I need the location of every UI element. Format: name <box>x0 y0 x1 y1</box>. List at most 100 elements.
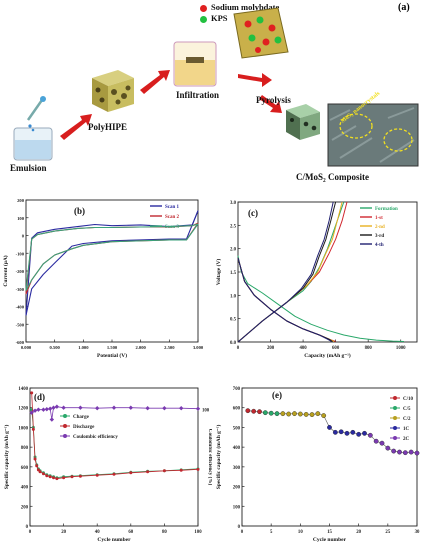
x-tick-label: 100 <box>194 530 202 535</box>
legend-marker <box>393 426 397 430</box>
y-tick-label: 300 <box>233 466 241 471</box>
data-point <box>111 405 117 410</box>
y-tick-label: 1000 <box>18 426 28 431</box>
y-tick-label: 0 <box>238 525 241 530</box>
data-point <box>251 408 257 414</box>
data-point <box>61 405 66 410</box>
x-tick-label: 10 <box>298 530 303 535</box>
charge-curve <box>237 201 345 343</box>
y-axis-label: Current (μA) <box>2 255 9 286</box>
y-tick-label: 1.5 <box>230 271 237 276</box>
chart-d-cycling: 0 20 40 60 80 1000200400600800100012001400Cyc… <box>3 387 212 543</box>
data-point <box>30 391 34 395</box>
x-axis-label: Capacity (mAh g⁻¹) <box>304 352 351 359</box>
y-tick-label: 100 <box>17 216 25 221</box>
data-point <box>344 430 350 436</box>
data-point <box>321 413 327 418</box>
data-point <box>78 474 82 478</box>
chart-e-rate: 0 5 10 15 20 25 300100200300400500600700Cycle … <box>215 387 420 543</box>
legend-label: Discharge <box>73 425 95 430</box>
data-point <box>350 429 356 435</box>
x-tick-label: 20 <box>61 530 66 535</box>
y-tick-label: 3.0 <box>230 201 237 206</box>
series-line <box>31 409 199 479</box>
schematic-panel: (a) Sodium molybdate KPS <box>0 0 425 190</box>
y2-tick-label: 100 <box>202 409 210 414</box>
y-tick-label: 200 <box>21 505 29 510</box>
legend-marker <box>393 406 397 410</box>
x-tick-label: 20 <box>356 530 361 535</box>
data-point <box>54 404 60 409</box>
x-tick-label: 40 <box>95 530 100 535</box>
polyhipe-cube-icon <box>92 70 134 112</box>
x-tick-label: 2.500 <box>164 345 175 350</box>
tem-image <box>327 103 419 167</box>
y-tick-label: -200 <box>16 269 25 274</box>
data-point <box>162 406 167 411</box>
legend-label: 4-th <box>375 243 384 248</box>
plot-frame <box>237 201 418 343</box>
schematic-drawing <box>13 7 419 167</box>
emulsion-beaker-icon <box>13 96 53 161</box>
x-tick-label: 400 <box>299 346 307 351</box>
x-tick-label: 0 <box>237 346 240 351</box>
data-point <box>292 411 297 417</box>
data-point <box>245 408 251 414</box>
x-tick-label: 800 <box>365 346 373 351</box>
data-point <box>397 449 402 455</box>
panel-letter: (b) <box>74 206 85 216</box>
data-point <box>78 405 83 410</box>
data-point <box>70 475 74 479</box>
arrow-icon <box>259 95 282 113</box>
legend-label: Formation <box>375 207 398 212</box>
data-point <box>36 407 41 412</box>
arrow-icon <box>140 70 170 94</box>
data-point <box>41 472 45 476</box>
x-tick-label: 2.000 <box>135 345 146 350</box>
data-point <box>95 473 99 477</box>
x-tick-label: 5 <box>270 530 273 535</box>
y-axis-label: Specific capacity (mAh g⁻¹) <box>215 425 222 490</box>
y-tick-label: -600 <box>16 340 25 345</box>
data-point <box>262 410 268 416</box>
y-tick-label: 600 <box>233 407 241 412</box>
data-point <box>29 410 34 415</box>
x-axis-label: Potential (V) <box>97 352 127 359</box>
data-point <box>195 406 201 411</box>
data-point <box>379 440 385 446</box>
step-infiltration: Infiltration <box>176 90 220 100</box>
x-tick-label: 60 <box>128 530 133 535</box>
legend-marker <box>393 396 397 400</box>
legend-label: 1-st <box>375 216 383 221</box>
chart-c-voltage: 0 200 400 600 800 1000 3.0 2.5 2.0 1.5 1.0 0.5 0.0 Ca… <box>215 201 418 359</box>
x-tick-label: 80 <box>162 530 167 535</box>
cv-curve-scan-2 <box>25 222 199 295</box>
legend-molybdate: Sodium molybdate <box>211 2 280 12</box>
x-tick-label: 30 <box>415 530 420 535</box>
data-point <box>327 425 332 430</box>
data-point <box>36 468 40 472</box>
data-point <box>402 450 408 456</box>
legend-label: Scan 1 <box>165 205 180 210</box>
plot-frame <box>25 199 199 343</box>
plot-frame <box>29 387 199 527</box>
molybdate-dot-icon <box>200 5 207 12</box>
legend-label: 1C <box>403 427 410 432</box>
cv-curve-scan-3 <box>25 223 199 291</box>
arrow-icon <box>60 114 92 140</box>
step-emulsion: Emulsion <box>10 163 47 173</box>
discharge-curve <box>237 255 405 342</box>
y-tick-label: 0.5 <box>230 318 237 323</box>
data-point <box>257 409 262 415</box>
data-point <box>35 464 39 468</box>
panel-letter: (e) <box>272 390 282 400</box>
legend-label: C/5 <box>403 407 411 412</box>
kps-dot-icon <box>200 16 207 23</box>
legend-marker <box>393 416 397 420</box>
legend-label: 2C <box>403 437 410 442</box>
y-tick-label: -300 <box>16 287 25 292</box>
y-tick-label: 100 <box>233 505 241 510</box>
infiltration-zoom-image <box>233 7 289 59</box>
y-tick-label: 0 <box>26 525 29 530</box>
y-tick-label: 1400 <box>18 387 28 392</box>
